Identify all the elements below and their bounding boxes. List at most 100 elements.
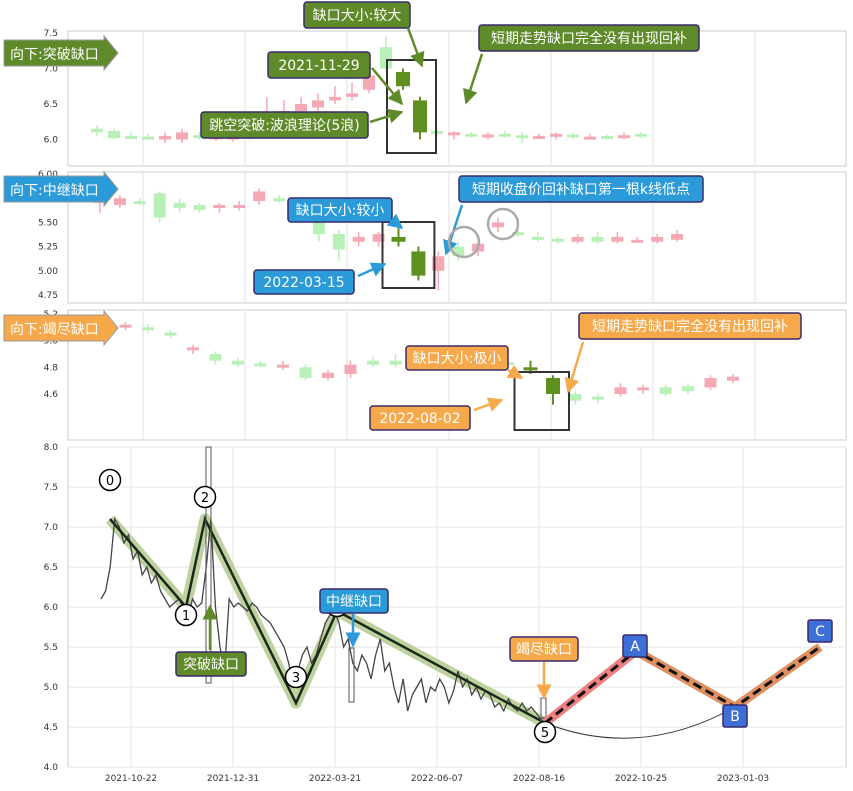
annotation-note-top-box — [478, 24, 700, 52]
candle-body — [367, 360, 379, 365]
annotation-theory-top-box — [200, 111, 369, 139]
candle-body — [727, 376, 739, 381]
candle-body — [329, 96, 341, 101]
candle-body — [631, 239, 644, 243]
y-tick-label: 7.5 — [44, 483, 58, 493]
annotation-gap-size-mid-box — [287, 197, 393, 223]
projection-curve — [544, 706, 736, 739]
annotation-breakout-text: 突破缺口 — [183, 657, 239, 673]
annotation-note-top-text: 短期走势缺口完全没有出现回补 — [491, 30, 687, 47]
candle-body — [273, 198, 286, 202]
y-tick-label: 6.5 — [44, 100, 58, 110]
candle-body — [671, 234, 684, 240]
panel-frame — [67, 171, 847, 304]
annotation-date-mid-text: 2022-03-15 — [263, 275, 344, 291]
candle-body — [546, 378, 560, 394]
y-tick-label: 6.0 — [44, 603, 59, 613]
candle-body — [173, 203, 186, 208]
candle-body — [332, 234, 345, 250]
annotation-date-bottom-box — [369, 405, 471, 431]
gap-highlight-box — [381, 221, 436, 289]
candle-body — [193, 204, 206, 210]
annotation-gap-size-bottom: 缺口大小:极小 — [405, 345, 509, 371]
candle-body — [299, 367, 312, 378]
arrow-date-top — [371, 67, 403, 106]
candle-body — [637, 387, 649, 391]
side-label-top-shape — [3, 34, 119, 72]
arrow-date-mid — [357, 262, 387, 278]
candle-body — [153, 193, 166, 218]
candle-body — [499, 133, 511, 137]
candle-body — [452, 246, 465, 257]
projection-marker-B — [722, 704, 748, 728]
arrow-date-bottom — [473, 397, 504, 412]
projection-marker-A — [622, 634, 648, 658]
annotation-date-top: 2021-11-29 — [267, 51, 371, 79]
x-tick-label: 2023-01-03 — [717, 774, 769, 784]
y-tick-label: 4.8 — [44, 363, 59, 373]
side-label-top: 向下:突破缺口 — [3, 34, 119, 72]
candle-body — [277, 364, 289, 368]
candle-body — [372, 234, 385, 242]
panel-frame — [67, 30, 847, 167]
arrow-gap-size-bottom — [506, 364, 524, 380]
y-tick-label: 6.0 — [44, 135, 59, 145]
candle-body — [363, 75, 375, 90]
y-tick-label: 5.50 — [38, 218, 58, 228]
annotation-exhaustion-text: 竭尽缺口 — [516, 642, 572, 658]
gap-highlight-box — [513, 371, 570, 431]
candle-body — [113, 198, 126, 205]
y-tick-label: 8.0 — [44, 443, 59, 453]
candle-body — [601, 135, 613, 139]
y-tick-label: 5.0 — [44, 337, 59, 347]
annotation-gap-size-mid: 缺口大小:较小 — [287, 197, 393, 223]
y-tick-label: 6.00 — [38, 170, 58, 180]
candle-body — [125, 135, 137, 139]
arrow-note-bottom — [564, 341, 585, 394]
projection-marker-C — [807, 619, 833, 643]
candle-body — [611, 236, 624, 242]
candle-body — [413, 100, 427, 133]
arrow-theory-top — [369, 108, 404, 124]
candle-body — [159, 135, 171, 140]
annotation-note-bottom: 短期走势缺口完全没有出现回补 — [578, 312, 802, 340]
annotation-note-mid: 短期收盘价回补缺口第一根k线低点 — [458, 175, 704, 203]
gap-bar-breakout — [205, 446, 212, 684]
x-tick-label: 2021-10-22 — [105, 774, 157, 784]
candle-body — [704, 378, 717, 388]
annotation-continuation: 中继缺口 — [319, 588, 389, 614]
annotation-note-bottom-box — [578, 312, 802, 340]
side-label-middle: 向下:中继缺口 — [3, 170, 119, 208]
annotation-theory-top: 跳空突破:波浪理论(5浪) — [200, 111, 369, 139]
arrow-gap-size-mid — [386, 213, 404, 229]
annotation-exhaustion: 竭尽缺口 — [509, 636, 579, 662]
candle-body — [253, 191, 266, 202]
candle-body — [592, 396, 604, 400]
candle-body — [233, 204, 246, 208]
annotation-date-top-box — [267, 51, 371, 79]
candle-body — [591, 236, 604, 242]
candle-body — [571, 236, 584, 242]
candle-body — [651, 236, 664, 242]
annotation-date-mid-box — [253, 269, 355, 295]
candle-body — [142, 136, 154, 140]
candle-body — [346, 93, 358, 97]
candle-body — [164, 332, 177, 336]
projection-label-C: C — [815, 624, 825, 640]
annotation-exhaustion-box — [509, 636, 579, 662]
gap-bar-continuation — [348, 647, 355, 703]
candle-body — [312, 100, 324, 108]
candle-body — [254, 363, 267, 367]
candle-body — [551, 238, 564, 242]
candle-body — [142, 327, 154, 331]
wave-label-5: 5 — [541, 726, 549, 741]
candle-body — [91, 128, 103, 133]
y-tick-label: 5.5 — [44, 643, 58, 653]
y-tick-label: 4.0 — [44, 763, 59, 773]
annotation-note-mid-box — [458, 175, 704, 203]
y-tick-label: 5.0 — [44, 683, 59, 693]
candle-body — [312, 222, 325, 235]
annotation-gap-size-top: 缺口大小:较大 — [303, 1, 411, 29]
candle-body — [389, 360, 402, 365]
